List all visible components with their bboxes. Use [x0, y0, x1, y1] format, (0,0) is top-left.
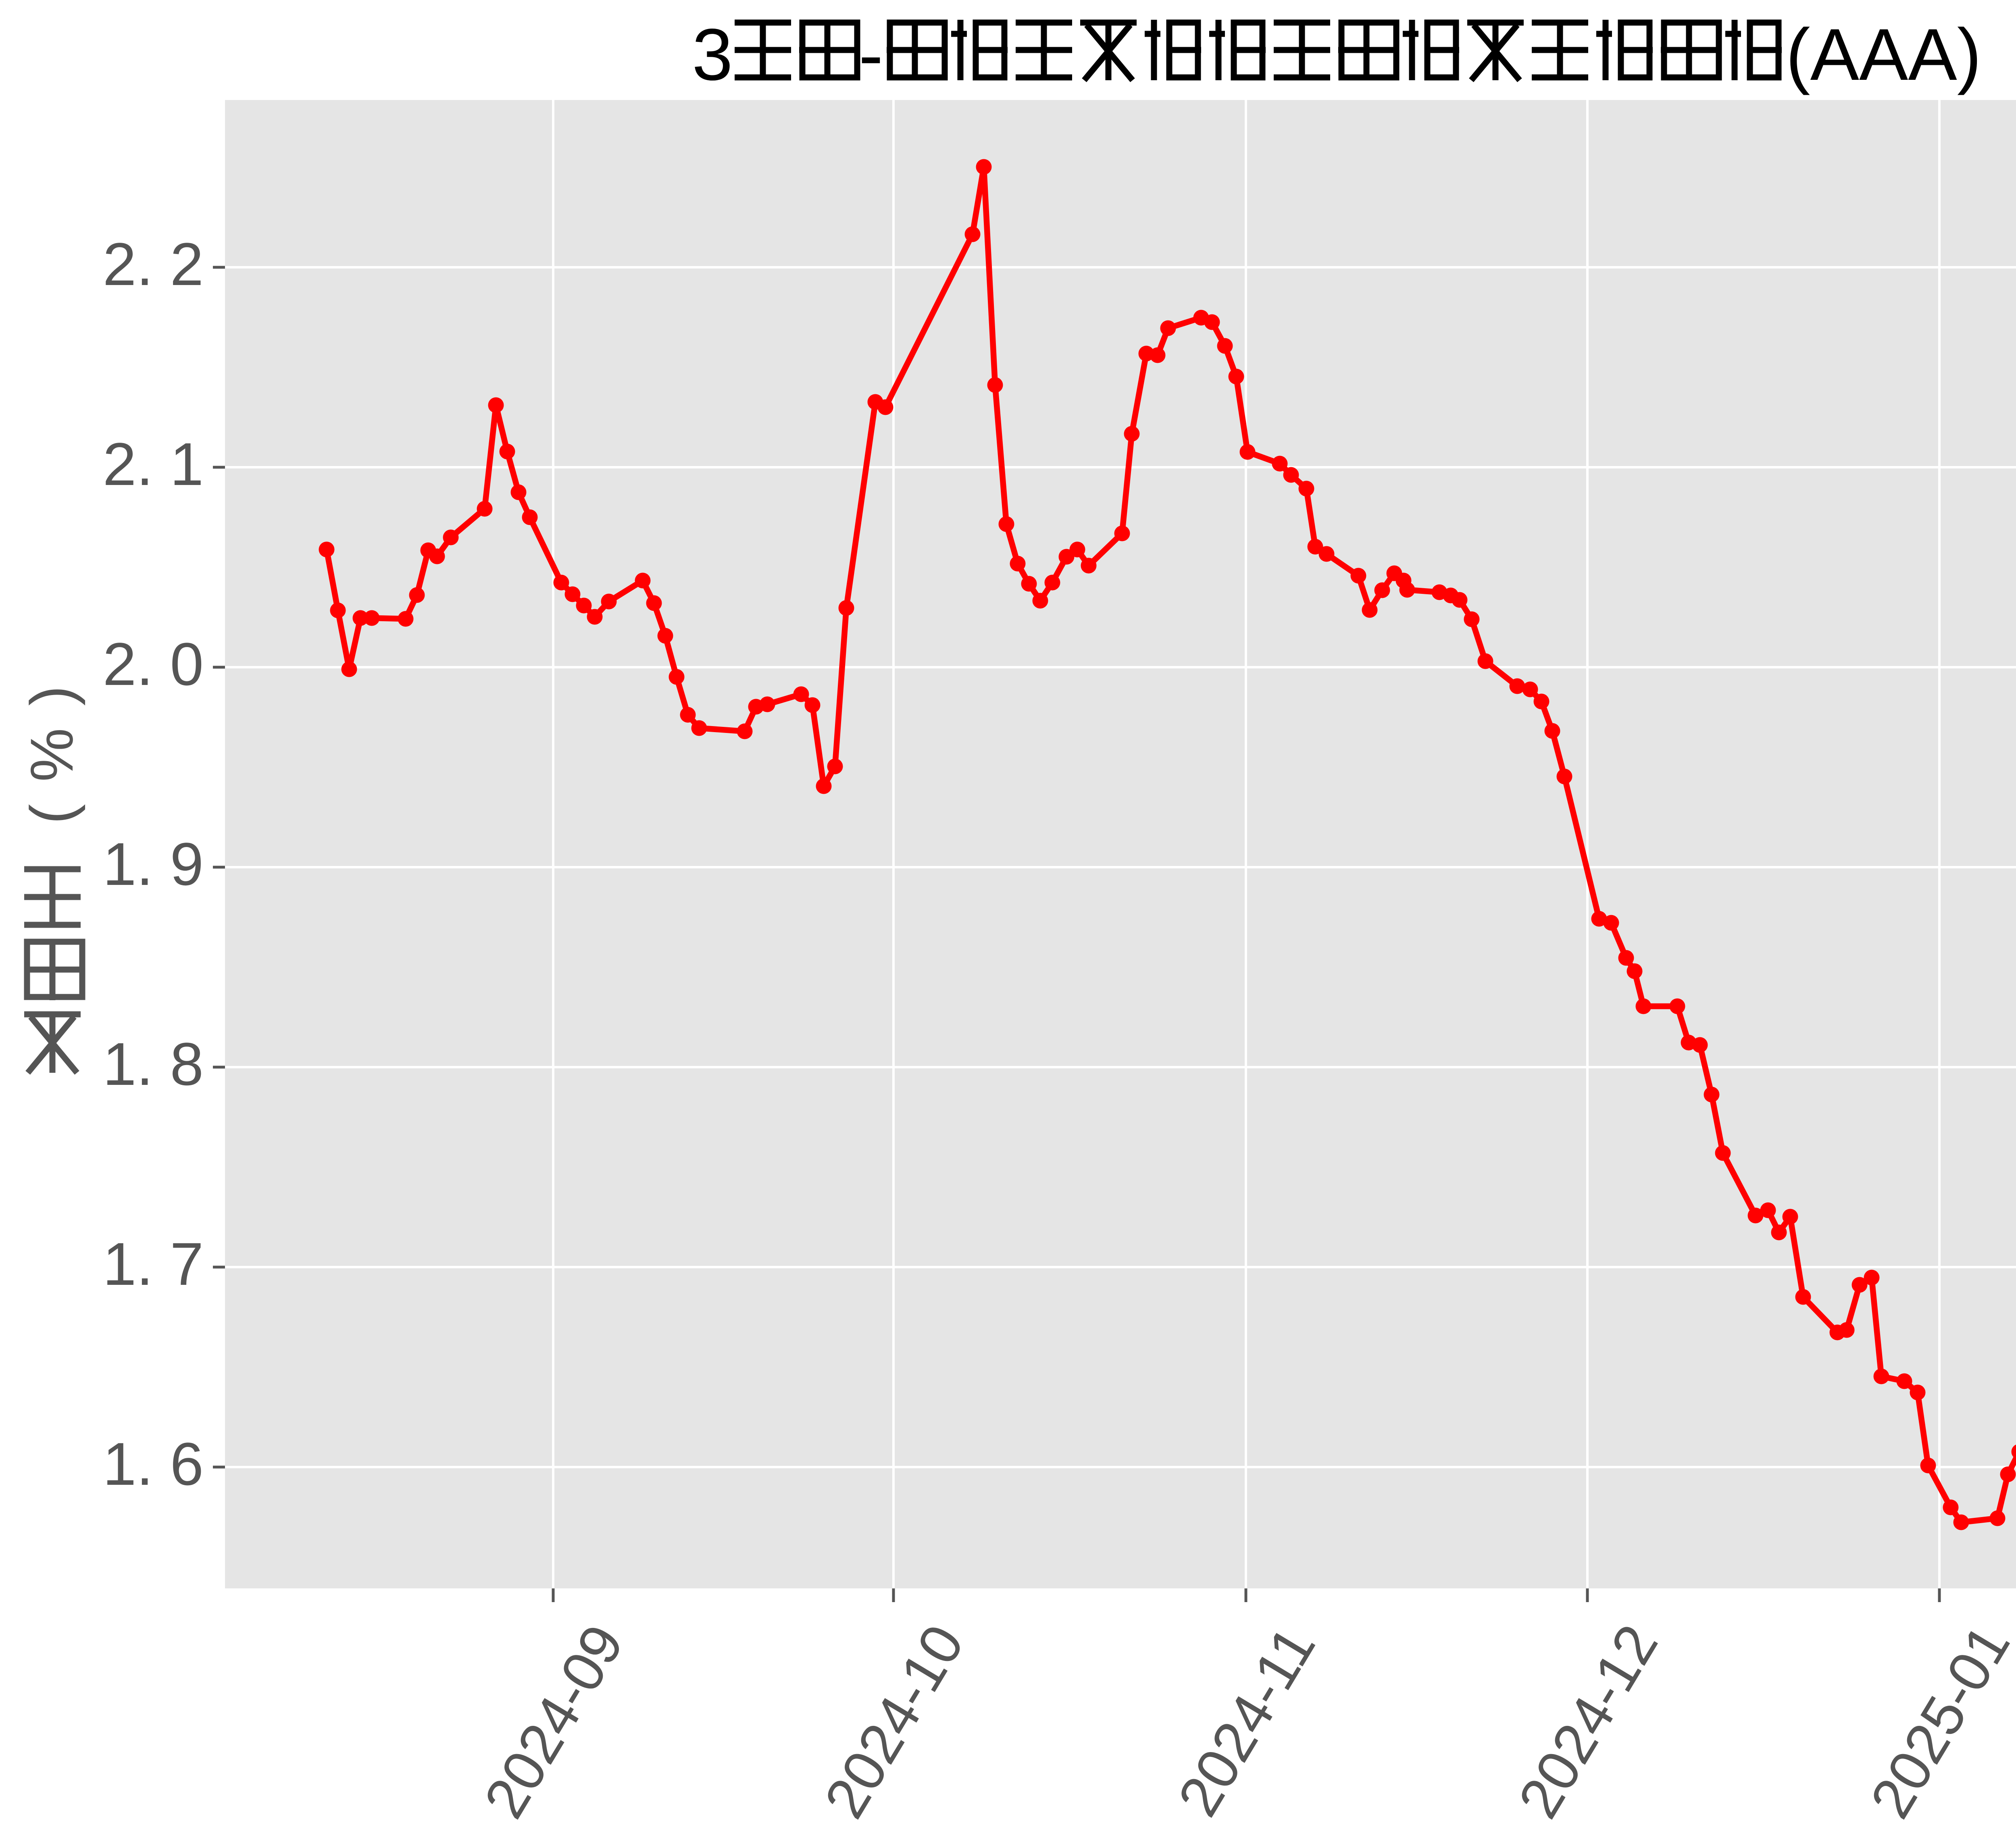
svg-text:1. 8: 1. 8 [103, 1030, 204, 1098]
svg-text:2. 1: 2. 1 [103, 430, 204, 498]
svg-text:1. 6: 1. 6 [103, 1430, 204, 1498]
svg-text:2. 0: 2. 0 [103, 630, 204, 698]
svg-text:1. 9: 1. 9 [103, 830, 204, 898]
svg-text:3: 3 [692, 13, 733, 96]
svg-text:-: - [859, 13, 883, 96]
svg-text:(AAA): (AAA) [1786, 13, 1981, 96]
svg-text:(%): (%) [18, 664, 85, 824]
svg-text:2. 2: 2. 2 [103, 230, 204, 298]
svg-text:1. 7: 1. 7 [103, 1230, 204, 1298]
